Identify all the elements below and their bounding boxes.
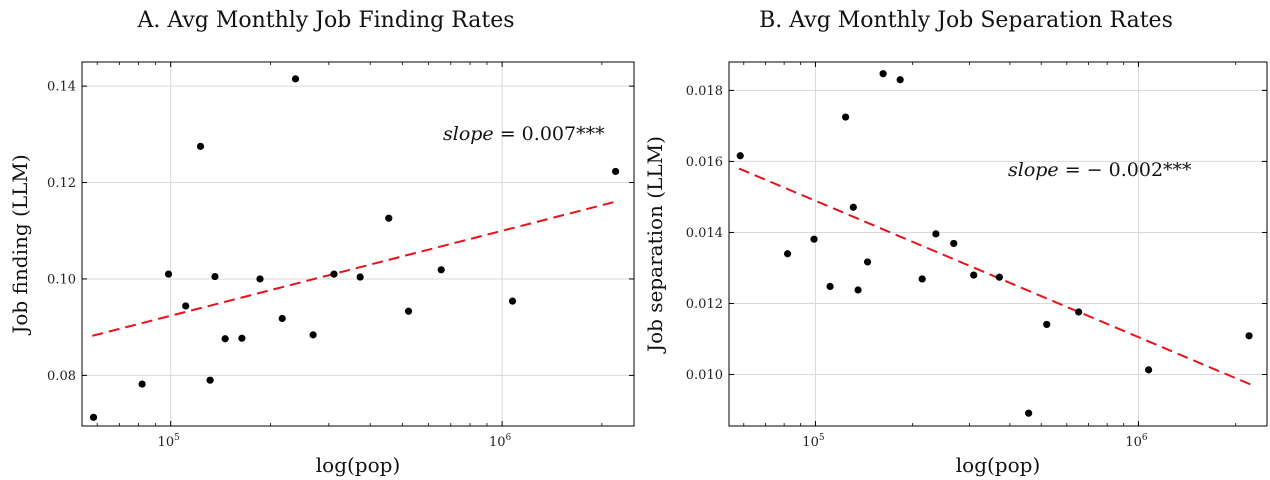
x-axis-label: log(pop) — [316, 453, 401, 477]
y-axis-label: Job separation (LLM) — [643, 136, 667, 354]
data-point — [784, 250, 792, 258]
data-point — [238, 334, 246, 342]
y-axis-label: Job finding (LLM) — [8, 154, 32, 335]
data-point — [309, 331, 317, 339]
slope-annotation: slope = − 0.002*** — [1008, 159, 1192, 181]
data-point — [437, 266, 445, 274]
data-point — [164, 270, 173, 278]
data-point — [918, 275, 926, 283]
y-tick-label: 0.12 — [47, 176, 76, 191]
chart-title: A. Avg Monthly Job Finding Rates — [136, 8, 514, 33]
data-point — [826, 282, 834, 291]
data-point — [879, 70, 887, 78]
panel-a: A. Avg Monthly Job Finding Rates 0.08 0.10… — [8, 8, 635, 477]
y-tick-label: 0.14 — [47, 80, 76, 95]
data-point — [1043, 320, 1051, 329]
x-tick-label: 105 — [158, 433, 181, 450]
data-point — [404, 307, 413, 315]
data-point — [211, 272, 219, 281]
y-tick-label: 0.016 — [686, 155, 723, 170]
data-point — [810, 235, 818, 243]
fit-line — [738, 167, 1253, 387]
slope-annotation: slope = 0.007*** — [443, 123, 605, 145]
data-point — [863, 258, 872, 266]
plot-frame — [81, 61, 635, 427]
data-point — [950, 239, 958, 248]
data-point — [932, 230, 940, 238]
y-tick-label: 0.012 — [686, 297, 723, 312]
data-point — [1025, 409, 1033, 417]
data-point — [1245, 332, 1253, 340]
y-tick-label: 0.014 — [686, 226, 723, 241]
data-point — [1075, 308, 1083, 316]
data-point — [970, 271, 978, 279]
x-tick-label: 106 — [489, 433, 512, 450]
data-point — [356, 273, 364, 281]
y-tick-label: 0.10 — [47, 272, 76, 287]
data-point — [138, 380, 146, 388]
chart-title: B. Avg Monthly Job Separation Rates — [759, 8, 1173, 33]
data-point — [854, 286, 862, 294]
data-point — [896, 76, 904, 84]
x-axis-label: log(pop) — [956, 453, 1041, 477]
data-point — [196, 142, 205, 150]
data-point — [330, 270, 338, 278]
x-tick-label: 105 — [802, 433, 825, 450]
y-tick-label: 0.08 — [47, 369, 76, 384]
data-point — [385, 214, 393, 222]
data-point — [221, 335, 229, 343]
fit-line — [92, 199, 620, 337]
data-point — [1145, 366, 1153, 374]
data-point — [256, 275, 264, 283]
data-point — [612, 167, 620, 176]
plot-frame — [728, 61, 1268, 427]
data-point — [89, 413, 98, 421]
data-point — [508, 297, 517, 305]
data-point — [995, 273, 1003, 281]
y-tick-label: 0.010 — [686, 368, 723, 383]
data-point — [849, 203, 857, 211]
panel-b: B. Avg Monthly Job Separation Rates 0.010… — [643, 8, 1268, 477]
data-point — [278, 314, 286, 323]
x-tick-label: 106 — [1125, 433, 1148, 450]
data-point — [182, 302, 190, 310]
y-tick-label: 0.018 — [686, 84, 723, 99]
data-point — [736, 152, 744, 160]
data-point — [206, 376, 214, 384]
data-point — [291, 75, 300, 83]
data-point — [842, 113, 850, 121]
